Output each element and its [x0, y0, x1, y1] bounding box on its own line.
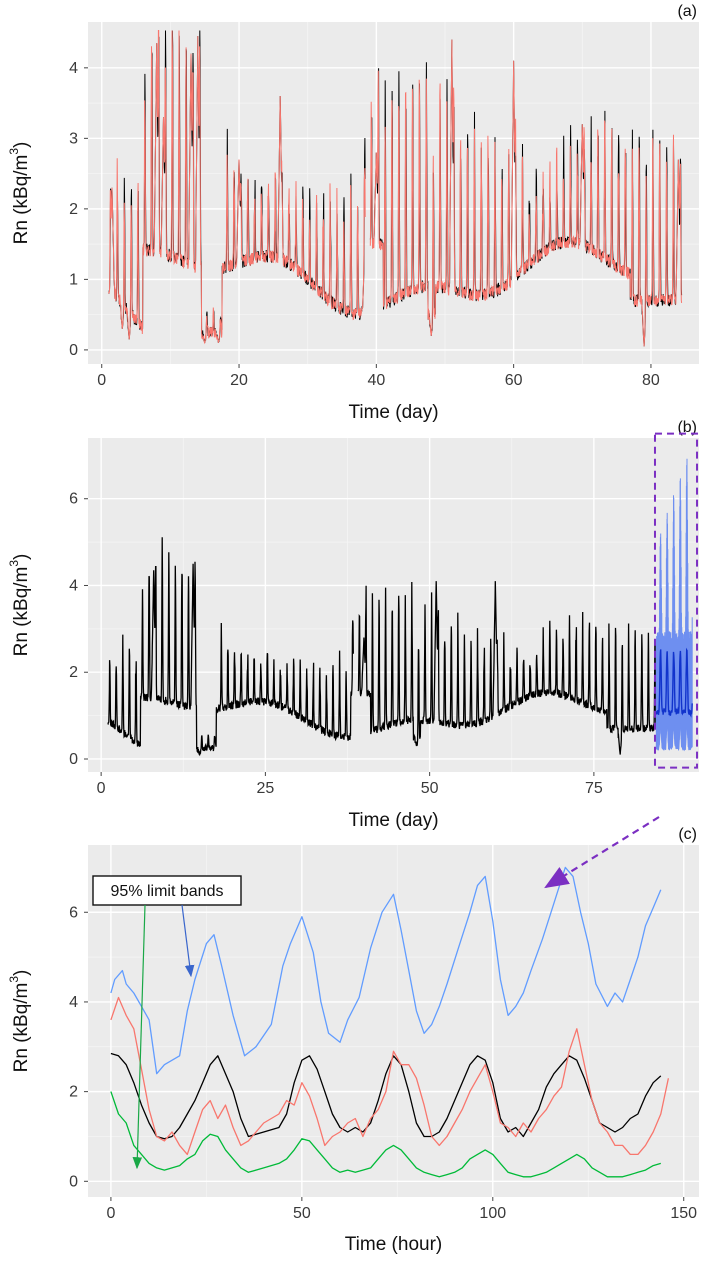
y-axis-title: Rn (kBq/m3) — [7, 970, 32, 1073]
x-tick-label: 80 — [642, 372, 660, 389]
series-predicted — [108, 30, 683, 347]
panel-b: 0 25 50 75 0 2 4 6 Time (day) Rn (kBq/m3) (b) — [7, 419, 699, 831]
panel-a: 0 20 40 60 80 0 1 2 3 4 Time (day) Rn (kBq/m3) (a) — [7, 3, 699, 423]
series-lower-limit — [110, 1091, 661, 1178]
y-tick-label: 0 — [69, 342, 78, 359]
x-tick-label: 150 — [670, 1205, 697, 1222]
y-tick-label: 4 — [69, 577, 78, 594]
series-upper-limit — [110, 866, 662, 1075]
x-tick-label: 75 — [585, 780, 603, 797]
y-axis-title: Rn (kBq/m3) — [7, 142, 32, 245]
x-axis-title: Time (day) — [348, 402, 438, 423]
x-tick-label: 0 — [97, 780, 106, 797]
series-forecast-mean — [655, 647, 693, 718]
x-tick-label: 25 — [256, 780, 274, 797]
y-tick-label: 0 — [69, 1173, 78, 1190]
x-tick-label: 100 — [479, 1205, 506, 1222]
series-observed — [107, 537, 657, 757]
series-predicted — [110, 996, 670, 1156]
zoom-arrow — [544, 816, 660, 889]
series-forecast-lower — [655, 723, 693, 752]
x-tick-label: 50 — [293, 1205, 311, 1222]
annotation-text: 95% limit bands — [111, 883, 224, 900]
limit-bands-annotation: 95% limit bands — [92, 875, 242, 1170]
forecast-highlight-box — [653, 432, 699, 769]
annotation-box — [92, 875, 242, 906]
panel-label: (a) — [677, 3, 697, 20]
x-tick-label: 60 — [505, 372, 523, 389]
x-axis-title: Time (hour) — [345, 1234, 442, 1255]
y-tick-label: 2 — [69, 664, 78, 681]
y-tick-label: 4 — [69, 994, 78, 1011]
y-tick-label: 1 — [69, 271, 78, 288]
annotation-arrow-lower — [132, 904, 146, 1170]
y-tick-label: 4 — [69, 60, 78, 77]
y-tick-label: 2 — [69, 1084, 78, 1101]
x-tick-label: 40 — [367, 372, 385, 389]
panel-label: (c) — [678, 826, 697, 843]
y-tick-label: 6 — [69, 904, 78, 921]
panel-label: (b) — [677, 419, 697, 436]
x-axis-title: Time (day) — [348, 810, 438, 831]
y-axis-title: Rn (kBq/m3) — [7, 554, 32, 657]
y-tick-label: 0 — [69, 751, 78, 768]
x-tick-label: 0 — [106, 1205, 115, 1222]
x-tick-label: 0 — [97, 372, 106, 389]
series-observed — [110, 1052, 662, 1140]
y-tick-label: 6 — [69, 491, 78, 508]
x-tick-label: 50 — [421, 780, 439, 797]
x-tick-label: 20 — [230, 372, 248, 389]
annotation-arrow-upper — [181, 904, 195, 978]
y-tick-label: 2 — [69, 201, 78, 218]
y-tick-label: 3 — [69, 130, 78, 147]
